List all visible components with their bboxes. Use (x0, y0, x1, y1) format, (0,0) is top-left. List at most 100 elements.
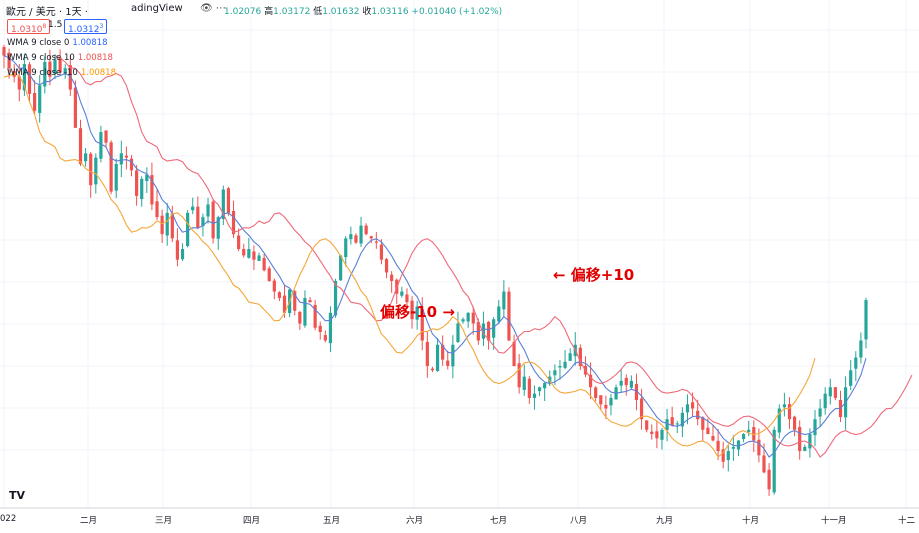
candle (277, 291, 282, 302)
candle (721, 441, 725, 469)
candle (384, 257, 389, 279)
candle (537, 386, 542, 397)
candle (833, 386, 837, 401)
candle (257, 252, 261, 262)
candle (124, 146, 129, 170)
candle (859, 332, 863, 364)
candle (629, 375, 633, 390)
close-label: 收 (362, 7, 372, 17)
eye-icon[interactable]: 👁 ⋯ (200, 3, 226, 14)
candle (405, 288, 409, 309)
high-label: 高 (264, 7, 274, 17)
candle (78, 119, 83, 167)
symbol-title[interactable]: 歐元 / 美元 · 1天 · (6, 3, 88, 18)
x-tick-label: 四月 (243, 516, 261, 526)
candle (650, 424, 654, 440)
candle (140, 176, 144, 207)
change-value: +0.01040 (+1.02%) (411, 7, 503, 17)
x-tick-label: 八月 (570, 516, 588, 526)
candle (532, 385, 537, 410)
x-tick-label: 三月 (155, 516, 173, 526)
candle (84, 147, 88, 167)
candle (492, 317, 496, 350)
x-tick-label: 十一月 (821, 516, 847, 526)
candle (645, 420, 649, 433)
candle (33, 80, 37, 115)
candle (252, 245, 256, 271)
candle (196, 196, 200, 230)
candle (864, 297, 868, 349)
candle (813, 409, 817, 447)
candle (701, 416, 705, 442)
candle (339, 255, 343, 281)
x-tick-label: 二月 (80, 516, 98, 526)
x-tick-label: 五月 (323, 516, 341, 526)
candle (109, 140, 113, 195)
legend-wma-minus10[interactable]: WMA 9 close -10 1.00818 (7, 68, 116, 78)
candle (298, 310, 302, 330)
legend-wma-0[interactable]: WMA 9 close 0 1.00818 (7, 38, 108, 48)
candle (614, 384, 618, 400)
candle (43, 56, 47, 94)
candle (226, 186, 231, 216)
candle (323, 330, 327, 343)
candle (104, 130, 108, 149)
annotation-offset-plus10: ← 偏移+10 (553, 266, 635, 284)
candle (379, 239, 384, 265)
candle (828, 378, 832, 405)
x-tick-label: 七月 (490, 516, 508, 526)
candle (583, 356, 588, 378)
candle (787, 397, 792, 429)
candle (160, 209, 164, 244)
candle (624, 374, 628, 396)
low-label: 低 (313, 7, 323, 17)
candle (461, 317, 465, 324)
buy-button[interactable]: 1.03123 (64, 19, 108, 35)
candle (792, 415, 797, 437)
candle (38, 74, 42, 123)
candle (502, 280, 506, 318)
candle (267, 266, 271, 282)
candle (48, 49, 52, 86)
candle (206, 197, 210, 224)
candle (588, 362, 593, 400)
candle (155, 189, 159, 220)
candle (665, 408, 669, 442)
candle (517, 354, 521, 394)
annotation-offset-minus10: 偏移-10 → (380, 303, 455, 321)
candle (568, 348, 572, 361)
candle (354, 233, 358, 244)
high-value: 1.03172 (273, 7, 311, 17)
candle (313, 299, 317, 331)
legend-wma-plus10[interactable]: WMA 9 close 10 1.00818 (7, 53, 113, 63)
candle (2, 44, 6, 69)
candle (400, 286, 404, 298)
candle (425, 331, 429, 378)
candle (53, 54, 57, 80)
candle (736, 440, 741, 457)
candle (680, 407, 684, 438)
candle (135, 165, 139, 206)
sell-button[interactable]: 1.03108 (7, 19, 51, 35)
candle (563, 350, 567, 370)
candle (129, 155, 134, 177)
candle (507, 287, 511, 342)
candle (731, 435, 735, 461)
candle (466, 312, 470, 328)
candle (221, 185, 225, 226)
candle (170, 205, 174, 243)
candle (558, 360, 562, 380)
candle (803, 444, 807, 452)
candle (150, 162, 154, 211)
candle (344, 235, 348, 267)
candle (854, 351, 858, 382)
close-value: 1.03116 (371, 7, 409, 17)
candle (420, 297, 424, 351)
candle (798, 420, 802, 460)
candle (359, 216, 363, 248)
x-tick-label: 十二 (898, 516, 916, 526)
candle (201, 213, 205, 237)
candle (497, 300, 501, 325)
x-tick-label: 六月 (406, 516, 424, 526)
